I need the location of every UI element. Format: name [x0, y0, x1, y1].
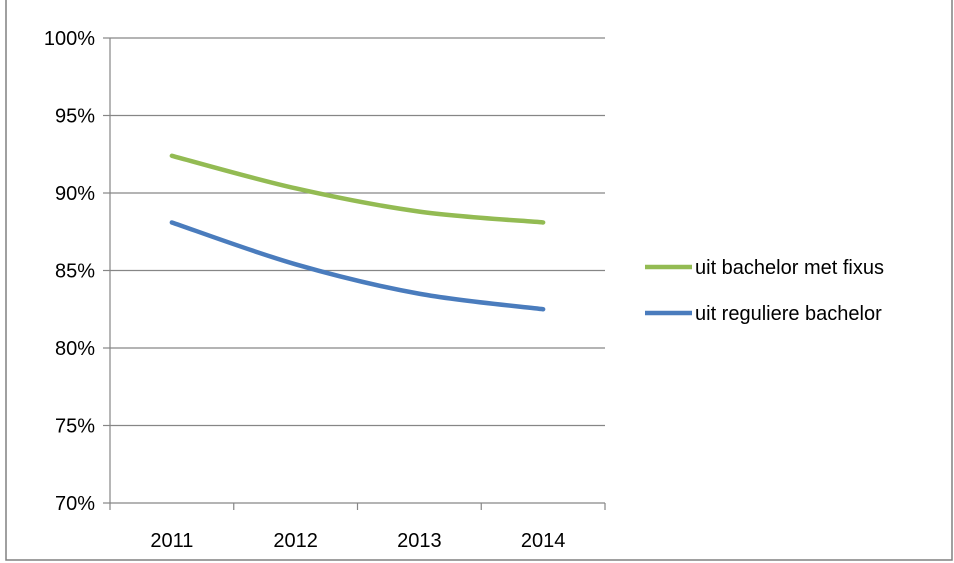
- axes: [109, 38, 606, 510]
- y-axis-tick-labels: 70% 75% 80% 85% 90% 95% 100%: [44, 28, 95, 515]
- x-tick-label: 2013: [397, 530, 442, 552]
- series-line-2: [169, 220, 546, 312]
- series-lines: [169, 153, 546, 312]
- gridlines: [103, 37, 605, 504]
- y-tick-label: 90%: [55, 183, 95, 205]
- x-axis-tick-labels: 2011 2012 2013 2014: [150, 530, 565, 552]
- y-tick-label: 95%: [55, 106, 95, 128]
- series-line-1: [169, 153, 546, 225]
- y-tick-label: 75%: [55, 416, 95, 438]
- y-tick-label: 100%: [44, 28, 95, 50]
- x-tick-label: 2014: [521, 530, 566, 552]
- legend-label-1: uit bachelor met fixus: [695, 257, 884, 279]
- legend: uit bachelor met fixus uit reguliere bach…: [645, 257, 884, 325]
- x-tick-label: 2011: [150, 530, 193, 552]
- chart-frame: [5, 0, 953, 561]
- x-tick-label: 2012: [273, 530, 318, 552]
- y-tick-label: 70%: [55, 493, 95, 515]
- y-tick-label: 85%: [55, 261, 95, 283]
- legend-label-2: uit reguliere bachelor: [695, 303, 882, 325]
- y-tick-label: 80%: [55, 338, 95, 360]
